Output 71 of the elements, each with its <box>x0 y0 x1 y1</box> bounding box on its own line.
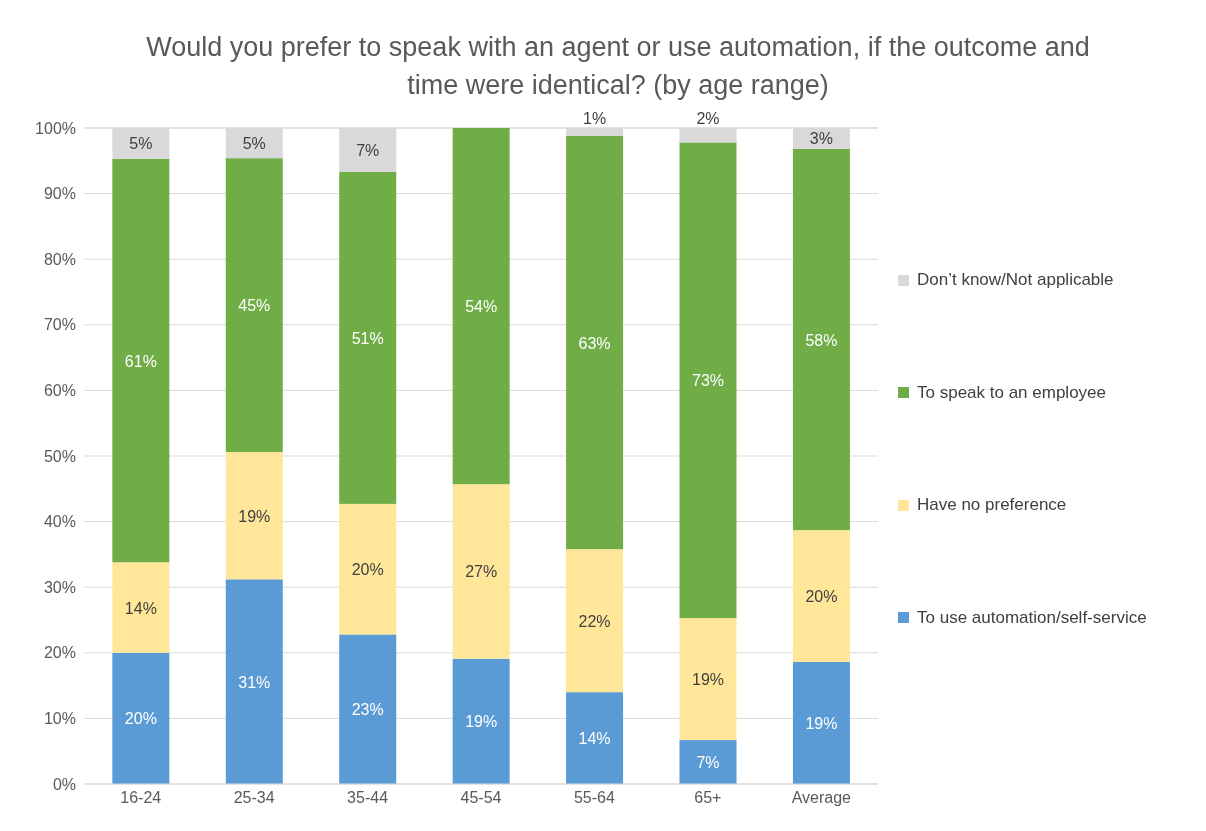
bar <box>566 549 624 693</box>
x-tick-label: 65+ <box>694 789 722 807</box>
x-tick-label: 25-34 <box>233 789 275 807</box>
x-tick-label: 16-24 <box>120 789 162 807</box>
bar <box>792 148 850 531</box>
data-label: 19% <box>465 713 498 731</box>
bar <box>566 135 624 550</box>
data-label: 7% <box>696 754 720 772</box>
bar <box>339 503 397 635</box>
data-label: 22% <box>578 612 611 630</box>
data-label: 19% <box>691 671 725 689</box>
bar <box>339 171 397 504</box>
bar <box>679 142 737 619</box>
data-label: 19% <box>805 714 838 732</box>
bar <box>792 530 850 662</box>
y-tick-label: 20% <box>43 644 76 662</box>
x-tick-label: 55-64 <box>573 789 615 807</box>
bar <box>452 484 510 659</box>
y-tick-label: 30% <box>43 578 76 596</box>
y-tick-label: 90% <box>43 185 76 203</box>
data-label: 20% <box>805 588 838 606</box>
y-tick-label: 70% <box>43 316 76 334</box>
bar <box>225 158 283 453</box>
bar <box>679 740 737 784</box>
chart-title: Would you prefer to speak with an agent or use automation, if the outcome and time were identical? (by age range) <box>145 31 1091 102</box>
bar <box>452 658 510 784</box>
legend-label: Have no preference <box>916 495 1068 516</box>
data-label: 14% <box>124 599 157 617</box>
data-label: 3% <box>809 130 833 148</box>
legend-label: To use automation/self-service <box>916 607 1148 628</box>
data-label: 14% <box>578 730 611 748</box>
legend-label: To speak to an employee <box>916 382 1107 403</box>
data-label: 23% <box>351 701 384 719</box>
data-label: 7% <box>356 141 380 159</box>
data-label: 45% <box>238 297 271 315</box>
x-tick-label: 35-44 <box>347 789 389 807</box>
x-tick-label: Average <box>791 789 852 807</box>
bar <box>452 128 510 485</box>
y-tick-label: 80% <box>43 250 76 268</box>
y-tick-label: 10% <box>43 710 76 728</box>
data-label: 63% <box>578 334 611 352</box>
bar <box>679 618 737 741</box>
data-label: 54% <box>465 298 498 316</box>
data-label: 20% <box>351 561 384 579</box>
y-tick-label: 40% <box>43 513 76 531</box>
data-label: 73% <box>691 372 725 390</box>
bar <box>225 452 283 580</box>
bar <box>112 562 170 653</box>
legend-label: Don’t know/Not applicable <box>916 270 1115 291</box>
data-label: 31% <box>238 673 271 691</box>
y-tick-label: 100% <box>35 119 76 137</box>
data-label: 27% <box>465 563 498 581</box>
bar <box>339 634 397 784</box>
y-tick-label: 60% <box>43 382 76 400</box>
data-label: 1% <box>583 110 607 127</box>
data-label: 61% <box>124 352 157 370</box>
data-label: 2% <box>696 110 720 127</box>
data-label: 5% <box>242 135 266 153</box>
x-tick-label: 45-54 <box>460 789 502 807</box>
bar <box>566 692 624 784</box>
y-tick-label: 0% <box>52 775 76 793</box>
bar <box>112 652 170 784</box>
data-label: 20% <box>124 710 157 728</box>
bar <box>792 661 850 784</box>
bar <box>112 158 170 563</box>
data-label: 5% <box>129 135 153 153</box>
data-label: 51% <box>351 329 384 347</box>
data-label: 58% <box>805 331 838 349</box>
y-tick-label: 50% <box>43 447 76 465</box>
data-label: 19% <box>238 507 271 525</box>
bar <box>225 579 283 784</box>
